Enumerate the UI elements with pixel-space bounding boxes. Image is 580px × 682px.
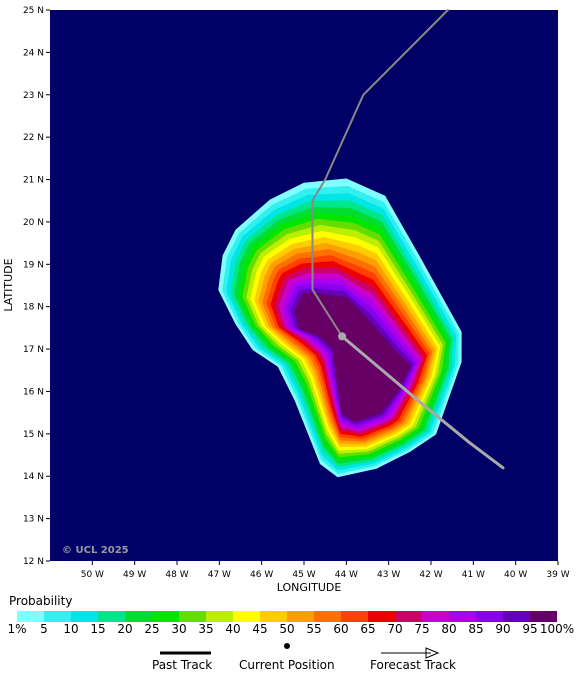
colorbar-swatch [476,611,503,622]
colorbar-swatch [260,611,287,622]
colorbar-swatch [503,611,530,622]
colorbar-label: 100% [539,622,575,636]
colorbar-swatch [125,611,152,622]
lat-tick-label: 22 N [23,133,44,143]
lon-tick-label: 48 W [165,570,188,580]
lat-tick-label: 19 N [23,260,44,270]
probability-map: 50 W 49 W 48 W 47 W 46 W 45 W 44 W 43 W 42 W 41 W… [2,6,570,592]
colorbar-label: 5 [40,622,48,636]
colorbar-label: 55 [306,622,322,636]
current-position-label: Current Position [239,658,335,672]
lat-tick-label: 24 N [23,48,44,58]
colorbar-label: 80 [441,622,457,636]
y-axis-label: LATITUDE [2,258,15,311]
lon-tick-label: 44 W [335,570,358,580]
colorbar-label: 35 [198,622,214,636]
lat-tick-label: 21 N [23,176,44,186]
colorbar-label: 60 [333,622,349,636]
legend-title: Probability [9,594,73,608]
probability-contour [294,293,411,423]
lat-tick-label: 12 N [23,557,44,567]
forecast-track-line [340,334,505,470]
colorbar-label: 85 [468,622,484,636]
colorbar-label: 30 [171,622,187,636]
lon-tick-label: 41 W [462,570,485,580]
lat-tick-label: 23 N [23,91,44,101]
colorbar-swatch [422,611,449,622]
lat-tick-label: 20 N [23,218,44,228]
colorbar-label: 1% [7,622,27,636]
past-track-label: Past Track [152,658,213,672]
current-position-marker-icon [284,643,290,649]
colorbar-swatch [287,611,314,622]
probability-colorbar [17,611,557,622]
colorbar-label: 65 [360,622,376,636]
colorbar-swatch [179,611,206,622]
axis-ticks: 50 W 49 W 48 W 47 W 46 W 45 W 44 W 43 W 42 W 41 W… [23,6,570,580]
colorbar-label: 50 [279,622,295,636]
lat-tick-label: 15 N [23,430,44,440]
lat-tick-label: 25 N [23,6,44,16]
lon-tick-label: 46 W [250,570,273,580]
watermark: © UCL 2025 [62,545,129,556]
colorbar-swatch [152,611,179,622]
colorbar-swatch [98,611,125,622]
lat-tick-label: 13 N [23,515,44,525]
lon-tick-label: 39 W [546,570,569,580]
colorbar-swatch [314,611,341,622]
lon-tick-label: 43 W [377,570,400,580]
colorbar-swatch [368,611,395,622]
legend: Probability 1% 5 10 15 20 25 30 35 40 45 50 55 60 65 7… [0,592,580,682]
colorbar-swatch [206,611,233,622]
track-key [160,643,440,659]
colorbar-label: 45 [252,622,268,636]
lat-tick-label: 17 N [23,345,44,355]
forecast-track-label: Forecast Track [370,658,456,672]
colorbar-swatch [44,611,71,622]
lon-tick-label: 42 W [419,570,442,580]
current-position-dot [338,332,347,341]
colorbar-label: 75 [414,622,430,636]
colorbar-label: 95 [522,622,538,636]
colorbar-label: 40 [225,622,241,636]
lon-tick-label: 40 W [504,570,527,580]
colorbar-swatch [341,611,368,622]
lon-tick-label: 47 W [208,570,231,580]
lat-tick-label: 16 N [23,387,44,397]
x-axis-label: LONGITUDE [277,581,342,592]
colorbar-swatch [17,611,44,622]
past-track-line [311,9,449,338]
colorbar-swatch [233,611,260,622]
arrow-right-icon [425,647,440,659]
colorbar-label: 15 [90,622,106,636]
lat-tick-label: 18 N [23,303,44,313]
lon-tick-label: 45 W [292,570,315,580]
lon-tick-label: 49 W [123,570,146,580]
colorbar-swatch [449,611,476,622]
colorbar-swatch [71,611,98,622]
lon-tick-label: 50 W [81,570,104,580]
lat-tick-label: 14 N [23,472,44,482]
colorbar-label: 10 [63,622,79,636]
colorbar-swatch [395,611,422,622]
colorbar-label: 90 [495,622,511,636]
colorbar-label: 70 [387,622,403,636]
colorbar-label: 20 [117,622,133,636]
colorbar-label: 25 [144,622,160,636]
colorbar-swatch [530,611,557,622]
storm-tracks [311,9,505,470]
